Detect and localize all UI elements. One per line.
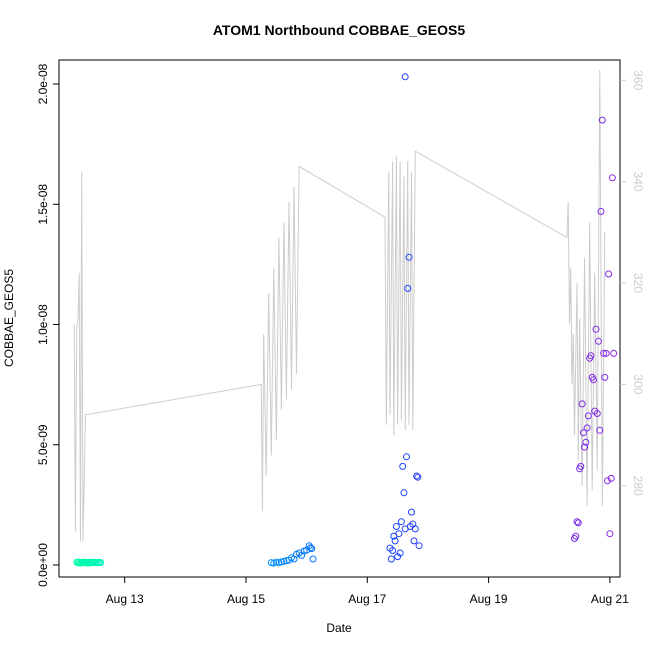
- data-point: [387, 555, 395, 563]
- y-right-tick-label: 280: [631, 476, 645, 496]
- x-axis-label: Date: [326, 621, 352, 635]
- data-point: [413, 472, 421, 480]
- data-point: [414, 473, 422, 481]
- data-point: [598, 116, 606, 124]
- data-point: [573, 518, 581, 526]
- data-point: [401, 73, 409, 81]
- data-point: [593, 410, 601, 417]
- data-point: [579, 429, 587, 437]
- data-point: [399, 462, 407, 470]
- y-right-tick-label: 300: [631, 374, 645, 394]
- x-tick-label: Aug 13: [106, 592, 144, 606]
- data-point: [391, 537, 399, 545]
- y-axis-label: COBBAE_GEOS5: [2, 269, 16, 367]
- y-tick-label: 2.0e-08: [36, 63, 50, 104]
- data-point: [277, 558, 285, 566]
- data-point: [607, 474, 615, 482]
- x-tick-label: Aug 17: [348, 592, 386, 606]
- data-point: [596, 426, 604, 434]
- data-point: [395, 530, 403, 538]
- data-point: [600, 349, 608, 357]
- data-point: [397, 518, 405, 526]
- data-point: [404, 284, 412, 292]
- data-point: [597, 208, 605, 215]
- x-tick-label: Aug 21: [591, 592, 629, 606]
- data-point: [389, 547, 397, 554]
- data-point: [581, 443, 589, 451]
- data-point: [608, 174, 616, 182]
- data-point: [584, 412, 592, 420]
- data-point: [605, 270, 613, 278]
- data-point: [610, 349, 618, 357]
- series-line: [73, 70, 606, 542]
- y-tick-label: 0.0e+00: [36, 543, 50, 587]
- data-point: [415, 542, 423, 550]
- data-point: [400, 489, 408, 497]
- data-point: [595, 337, 602, 345]
- data-point: [308, 545, 316, 553]
- chart-title: ATOM1 Northbound COBBAE_GEOS5: [213, 22, 465, 38]
- y-tick-label: 5.0e-09: [36, 424, 50, 465]
- data-point: [392, 523, 400, 530]
- data-point: [582, 438, 590, 446]
- y-right-tick-label: 320: [631, 273, 645, 293]
- y-tick-label: 1.0e-08: [36, 304, 50, 345]
- data-point: [606, 530, 614, 538]
- data-point: [583, 424, 591, 432]
- x-tick-label: Aug 19: [470, 592, 508, 606]
- data-point: [590, 376, 597, 384]
- y-right-tick-label: 360: [631, 70, 645, 90]
- data-point: [405, 253, 413, 261]
- data-point: [574, 519, 582, 527]
- data-point: [97, 559, 105, 567]
- y-tick-label: 1.5e-08: [36, 184, 50, 225]
- data-point: [578, 400, 586, 408]
- data-point: [403, 453, 410, 461]
- plot-frame: [58, 59, 621, 578]
- data-point: [603, 477, 611, 485]
- data-point: [267, 559, 275, 567]
- data-point: [572, 532, 580, 540]
- data-point: [309, 555, 317, 563]
- data-point: [587, 352, 595, 360]
- data-point: [592, 325, 600, 333]
- data-point: [577, 462, 585, 470]
- data-point: [408, 508, 415, 516]
- y-right-tick-label: 340: [631, 172, 645, 192]
- data-point: [396, 549, 404, 557]
- data-point: [411, 525, 419, 533]
- data-point: [601, 373, 609, 381]
- data-point: [602, 349, 610, 357]
- data-point: [410, 537, 418, 545]
- x-tick-label: Aug 15: [227, 592, 265, 606]
- data-point: [306, 544, 314, 552]
